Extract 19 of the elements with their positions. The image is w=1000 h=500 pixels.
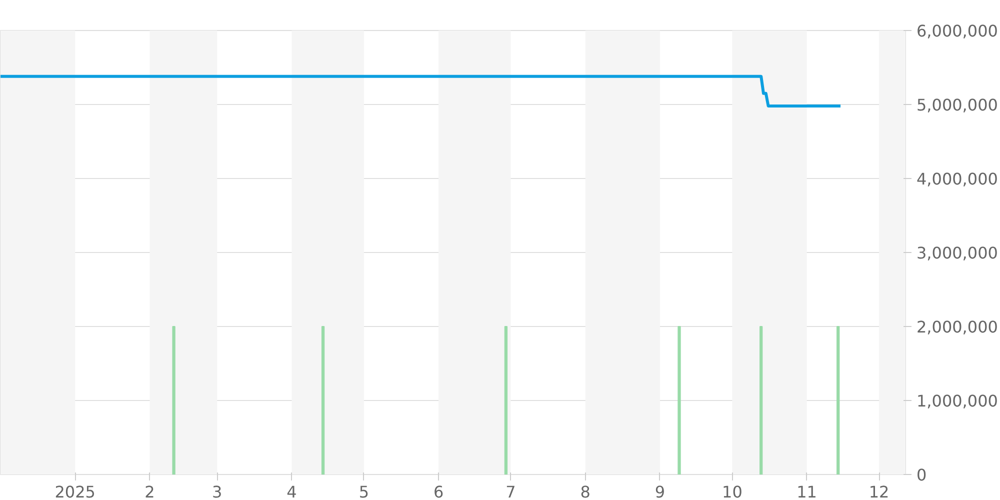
x-tick-label: 5 (358, 482, 370, 500)
x-tick-label: 9 (654, 482, 666, 500)
y-tick-label: 0 (916, 466, 927, 484)
x-tick-label: 7 (506, 482, 516, 500)
x-tick-label: 10 (722, 482, 742, 500)
x-tick-label: 2 (144, 482, 155, 500)
x-tick-label: 11 (796, 482, 817, 500)
x-tick-label: 2025 (54, 482, 96, 500)
y-tick-label: 4,000,000 (916, 170, 998, 188)
x-tick-label: 8 (580, 482, 590, 500)
x-tick-label: 12 (868, 482, 890, 500)
x-tick-label: 6 (433, 482, 444, 500)
y-tick-label: 5,000,000 (916, 96, 998, 114)
x-tick-label: 3 (212, 482, 222, 500)
y-tick-label: 1,000,000 (916, 392, 998, 410)
y-tick-label: 3,000,000 (916, 244, 998, 262)
y-tick-label: 6,000,000 (916, 22, 998, 40)
x-tick-label: 4 (286, 482, 297, 500)
y-tick-label: 2,000,000 (916, 318, 998, 336)
